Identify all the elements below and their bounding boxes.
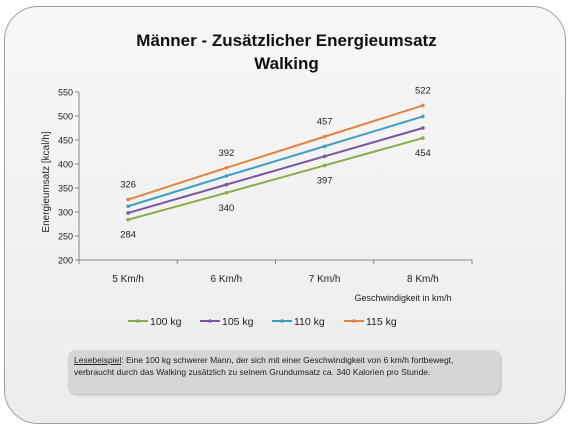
series-line-115kg bbox=[127, 104, 424, 201]
data-point bbox=[322, 134, 327, 139]
note-label: Lesebeispiel bbox=[74, 355, 122, 365]
x-tick-label: 8 Km/h bbox=[407, 274, 439, 285]
data-point bbox=[224, 174, 229, 178]
data-label: 397 bbox=[317, 175, 333, 186]
legend-entry: 115 kg bbox=[366, 316, 397, 328]
data-label: 392 bbox=[218, 148, 234, 159]
data-label: 457 bbox=[317, 117, 333, 128]
data-point bbox=[322, 163, 327, 168]
data-label: 326 bbox=[120, 180, 136, 191]
data-labels: 284 340 397 454 326 392 457 522 bbox=[120, 85, 431, 240]
legend-marker bbox=[352, 319, 356, 323]
series-line-110kg bbox=[127, 115, 424, 208]
legend-entry: 110 kg bbox=[294, 316, 325, 328]
y-tick-label: 550 bbox=[58, 88, 73, 98]
legend-entry: 100 kg bbox=[150, 316, 182, 328]
legend: 100 kg 105 kg 110 kg 115 kg bbox=[128, 316, 397, 328]
data-point bbox=[224, 182, 229, 187]
data-label: 454 bbox=[415, 148, 431, 159]
y-tick-label: 300 bbox=[58, 208, 73, 218]
series-line-105kg bbox=[127, 127, 424, 214]
data-point bbox=[322, 144, 327, 149]
chart-subtitle: Walking bbox=[254, 54, 319, 73]
data-point bbox=[322, 154, 327, 159]
data-point bbox=[126, 197, 130, 202]
data-point bbox=[126, 217, 130, 222]
reading-example-note: Lesebeispiel: Eine 100 kg schwerer Mann,… bbox=[68, 350, 500, 394]
data-label: 284 bbox=[120, 230, 136, 241]
data-label: 340 bbox=[218, 203, 234, 214]
series-line-100kg bbox=[127, 137, 424, 221]
legend-marker bbox=[280, 319, 284, 323]
x-tick-label: 7 Km/h bbox=[309, 274, 341, 285]
note-text: : Eine 100 kg schwerer Mann, der sich mi… bbox=[74, 355, 454, 377]
y-axis-label: Energieumsatz [kcal/h] bbox=[41, 131, 52, 232]
series-lines bbox=[126, 103, 425, 222]
data-point bbox=[421, 114, 425, 119]
y-tick-label: 200 bbox=[58, 256, 73, 266]
legend-marker bbox=[208, 319, 212, 323]
data-point bbox=[421, 126, 425, 130]
x-tick-label: 6 Km/h bbox=[211, 274, 243, 285]
data-point bbox=[421, 103, 425, 108]
y-tick-label: 450 bbox=[58, 136, 73, 146]
data-point bbox=[224, 191, 229, 195]
y-tick-label: 500 bbox=[58, 112, 73, 122]
chart-title: Männer - Zusätzlicher Energieumsatz bbox=[136, 31, 437, 50]
tick-labels: 200 250 300 350 400 450 500 550 5 Km/h 6 Km/h 7 Km… bbox=[58, 88, 439, 286]
legend-marker bbox=[136, 319, 140, 323]
y-tick-label: 250 bbox=[58, 232, 73, 242]
data-label: 522 bbox=[415, 85, 431, 96]
y-tick-label: 400 bbox=[58, 160, 73, 170]
x-axis-label: Geschwindigkeit in km/h bbox=[354, 293, 451, 303]
chart-axes bbox=[75, 91, 473, 264]
y-tick-label: 350 bbox=[58, 184, 73, 194]
x-tick-label: 5 Km/h bbox=[112, 274, 144, 285]
data-point bbox=[421, 136, 425, 140]
legend-entry: 105 kg bbox=[222, 316, 254, 328]
data-point bbox=[126, 204, 130, 209]
data-point bbox=[126, 211, 130, 215]
data-point bbox=[224, 166, 229, 170]
